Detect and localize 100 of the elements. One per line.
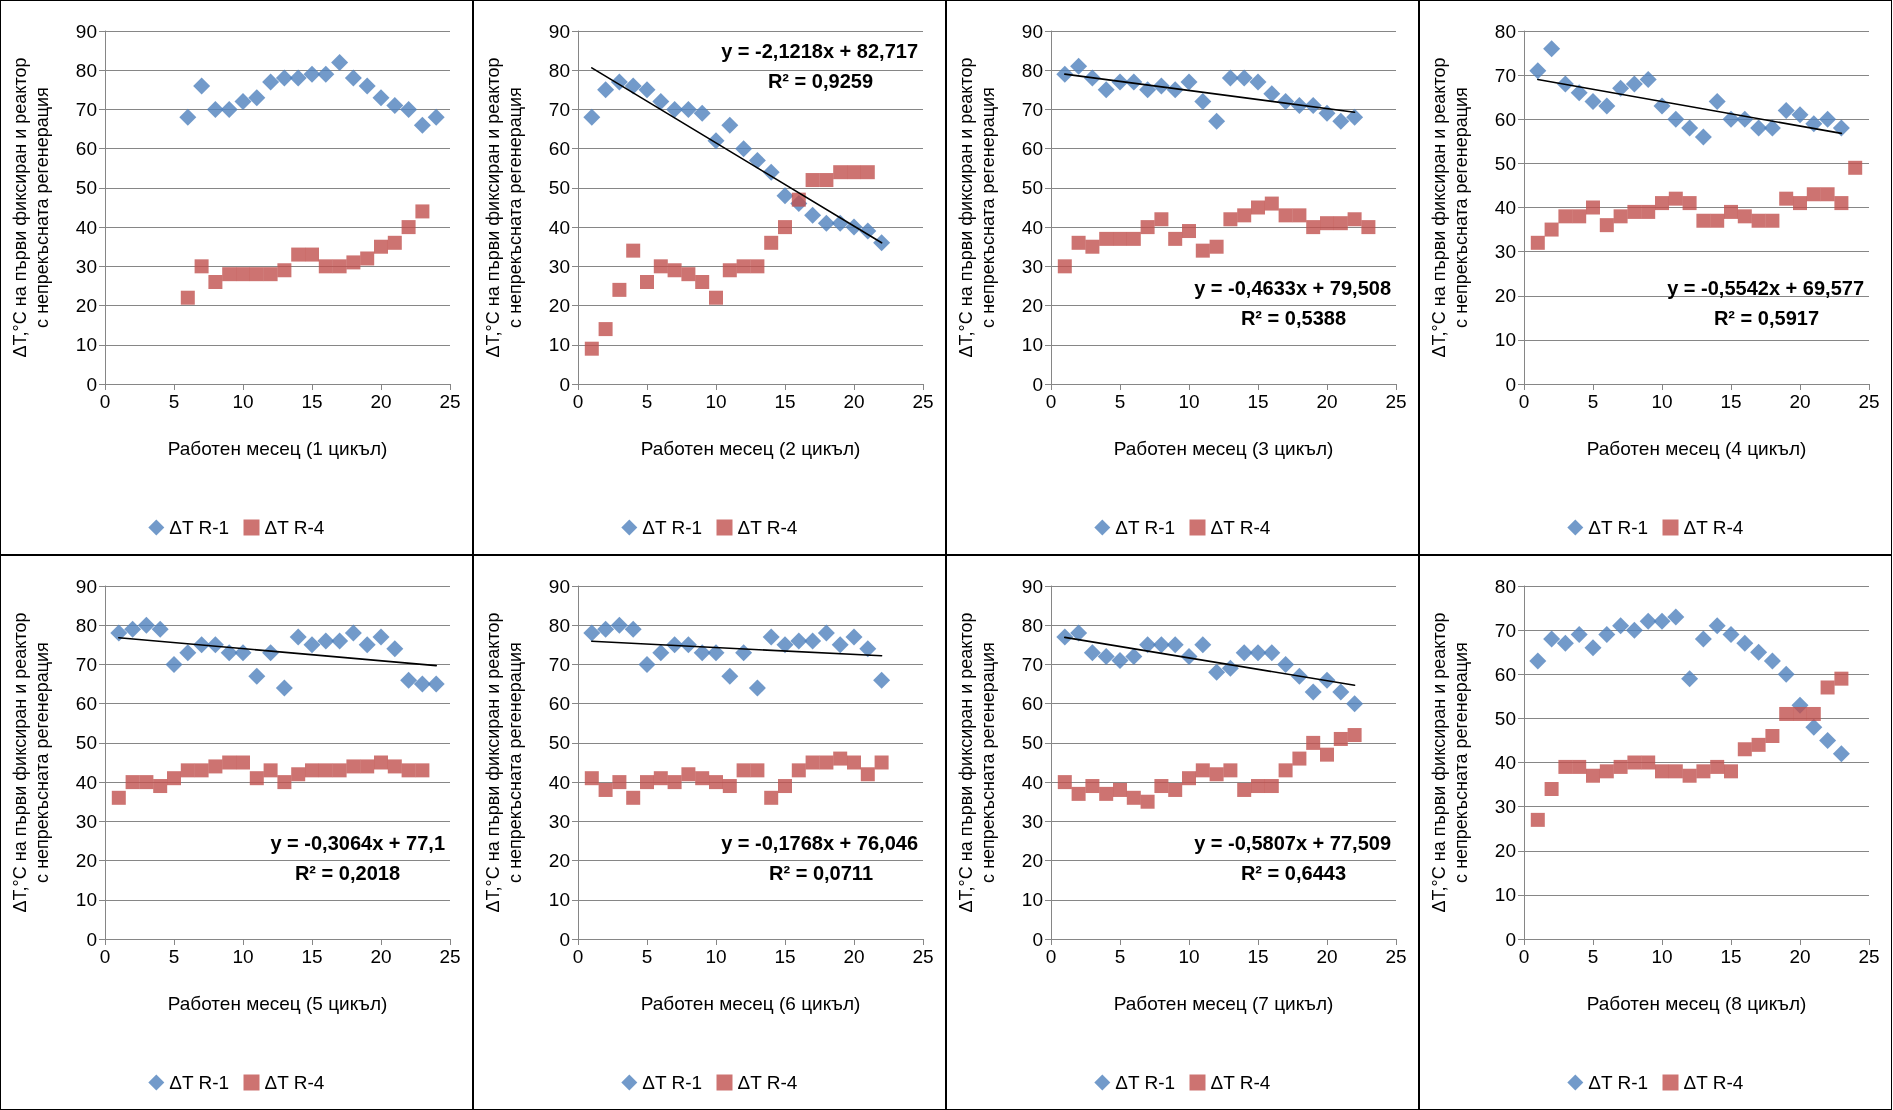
x-tick-label: 15	[774, 946, 796, 967]
y-tick-label: 80	[1494, 20, 1516, 42]
y-tick-label: 60	[1494, 663, 1516, 685]
y-tick-label: 90	[1021, 575, 1043, 597]
y-tick-label: 30	[548, 810, 570, 832]
y-tick-label: 20	[548, 850, 570, 872]
y-tick-label: 30	[1494, 241, 1516, 263]
y-tick-label: 60	[1021, 693, 1043, 715]
y-tick-label: 10	[548, 334, 570, 356]
y-tick-label: 90	[75, 575, 97, 597]
y-tick-label: 40	[1021, 216, 1043, 238]
x-tick-label: 20	[843, 946, 865, 967]
y-tick-label: 20	[548, 295, 570, 317]
legend-label: ΔT R-4	[1683, 517, 1744, 538]
y-tick-label: 0	[1505, 928, 1516, 950]
x-tick-label: 25	[439, 391, 461, 412]
x-tick-label: 10	[705, 391, 727, 412]
x-tick-label: 15	[1720, 391, 1742, 412]
x-tick-label: 25	[1385, 946, 1407, 967]
annotation: y = -0,4633x + 79,508	[1194, 277, 1392, 300]
x-tick-label: 5	[1114, 946, 1126, 967]
y-tick-label: 50	[1021, 177, 1043, 199]
x-tick-label: 10	[1178, 391, 1200, 412]
legend-label: ΔT R-1	[642, 1072, 703, 1093]
x-tick-label: 10	[705, 946, 727, 967]
annotation: R² = 0,6443	[1240, 862, 1347, 885]
x-axis-title: Работен месец (2 цикъл)	[640, 438, 861, 459]
x-tick-label: 5	[168, 946, 180, 967]
x-tick-label: 0	[1518, 391, 1530, 412]
y-tick-label: 0	[86, 928, 97, 950]
annotation: R² = 0,5917	[1713, 307, 1820, 330]
y-tick-label: 30	[75, 810, 97, 832]
y-tick-label: 80	[548, 614, 570, 636]
y-axis-title: ΔT,°C на първи фиксиран и реактор с непрекъсната регенерация	[1429, 612, 1471, 913]
y-tick-label: 0	[1505, 373, 1516, 395]
y-axis-title: ΔT,°C на първи фиксиран и реактор с непрекъсната регенерация	[10, 612, 52, 913]
y-axis-title: ΔT,°C на първи фиксиран и реактор с непрекъсната регенерация	[1429, 57, 1471, 358]
y-tick-label: 10	[75, 889, 97, 911]
legend-label: ΔT R-1	[169, 1072, 230, 1093]
x-tick-label: 5	[641, 391, 653, 412]
y-tick-label: 30	[548, 255, 570, 277]
y-tick-label: 90	[1021, 20, 1043, 42]
annotation: R² = 0,2018	[294, 862, 401, 885]
legend-label: ΔT R-4	[264, 1072, 325, 1093]
x-tick-label: 10	[1651, 391, 1673, 412]
y-tick-label: 80	[1494, 575, 1516, 597]
y-tick-label: 20	[1021, 850, 1043, 872]
y-tick-label: 20	[1494, 840, 1516, 862]
y-tick-label: 20	[75, 295, 97, 317]
y-tick-label: 10	[1494, 329, 1516, 351]
y-tick-label: 20	[1021, 295, 1043, 317]
x-tick-label: 0	[572, 946, 584, 967]
x-tick-label: 5	[1587, 391, 1599, 412]
y-tick-label: 0	[559, 373, 570, 395]
y-tick-label: 70	[1494, 619, 1516, 641]
y-axis-title: ΔT,°C на първи фиксиран и реактор с непрекъсната регенерация	[483, 57, 525, 358]
x-tick-label: 25	[912, 391, 934, 412]
annotation: y = -0,5807x + 77,509	[1194, 832, 1392, 855]
y-tick-label: 60	[1021, 138, 1043, 160]
x-tick-label: 20	[370, 391, 392, 412]
y-tick-label: 80	[548, 59, 570, 81]
x-axis-title: Работен месец (4 цикъл)	[1586, 438, 1807, 459]
legend-label: ΔT R-1	[642, 517, 703, 538]
x-tick-label: 20	[1789, 391, 1811, 412]
x-tick-label: 15	[301, 946, 323, 967]
y-tick-label: 0	[86, 373, 97, 395]
y-tick-label: 0	[1032, 928, 1043, 950]
y-tick-label: 0	[559, 928, 570, 950]
x-tick-label: 15	[1247, 391, 1269, 412]
y-tick-label: 40	[1494, 752, 1516, 773]
y-tick-label: 40	[548, 771, 570, 793]
y-tick-label: 50	[1494, 707, 1516, 729]
y-tick-label: 50	[548, 732, 570, 754]
x-tick-label: 0	[99, 391, 111, 412]
x-tick-label: 20	[1316, 946, 1338, 967]
x-tick-label: 0	[1518, 946, 1530, 967]
y-tick-label: 90	[548, 20, 570, 42]
x-tick-label: 20	[1789, 946, 1811, 967]
y-tick-label: 50	[548, 177, 570, 199]
y-tick-label: 10	[75, 334, 97, 356]
x-tick-label: 5	[641, 946, 653, 967]
x-tick-label: 5	[1587, 946, 1599, 967]
x-tick-label: 5	[1114, 391, 1126, 412]
y-tick-label: 20	[1494, 285, 1516, 307]
x-tick-label: 25	[1858, 946, 1880, 967]
y-tick-label: 20	[75, 850, 97, 872]
annotation: y = -0,1768x + 76,046	[721, 832, 919, 855]
legend-label: ΔT R-1	[169, 517, 230, 538]
y-tick-label: 80	[1021, 614, 1043, 636]
x-tick-label: 20	[1316, 391, 1338, 412]
annotation: R² = 0,0711	[769, 862, 873, 885]
y-tick-label: 40	[75, 216, 97, 238]
x-axis-title: Работен месец (7 цикъл)	[1113, 993, 1334, 1014]
y-axis-title: ΔT,°C на първи фиксиран и реактор с непрекъсната регенерация	[10, 57, 52, 358]
legend-label: ΔT R-1	[1115, 1072, 1176, 1093]
legend-label: ΔT R-1	[1115, 517, 1176, 538]
legend-label: ΔT R-4	[737, 1072, 798, 1093]
y-tick-label: 90	[548, 575, 570, 597]
y-tick-label: 90	[75, 20, 97, 42]
y-tick-label: 50	[75, 732, 97, 754]
